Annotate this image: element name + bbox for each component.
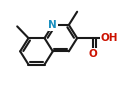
Text: N: N (48, 20, 57, 30)
Text: O: O (89, 49, 98, 59)
Text: OH: OH (100, 33, 118, 43)
